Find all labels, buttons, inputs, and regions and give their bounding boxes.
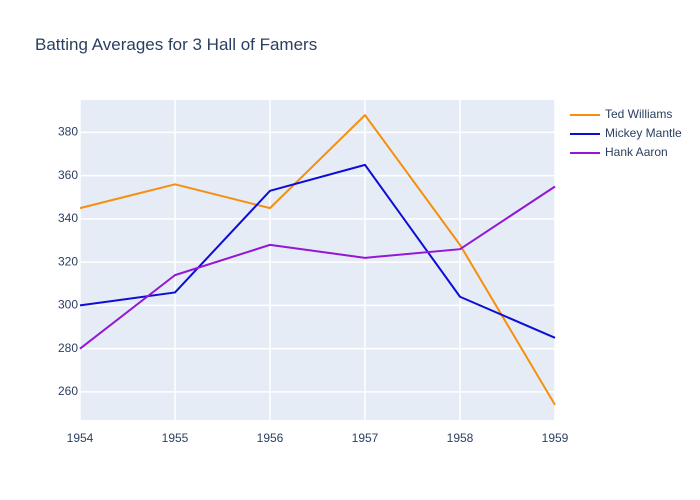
x-tick-label: 1959 — [542, 431, 569, 445]
legend-label: Mickey Mantle — [605, 126, 682, 140]
legend-item[interactable]: Ted Williams — [570, 107, 672, 121]
series-line — [79, 114, 556, 406]
y-axis-ticks: 260 280 300 320 340 360 380 — [58, 125, 78, 398]
y-tick-label: 300 — [58, 298, 78, 312]
y-tick-label: 340 — [58, 211, 78, 225]
gridlines — [79, 100, 556, 420]
x-axis-ticks: 1954 1955 1956 1957 1958 1959 — [67, 431, 569, 445]
legend-item[interactable]: Hank Aaron — [570, 145, 668, 159]
x-tick-label: 1958 — [447, 431, 474, 445]
legend-label: Hank Aaron — [605, 145, 668, 159]
y-tick-label: 280 — [58, 341, 78, 355]
series-line — [79, 163, 556, 339]
x-tick-label: 1955 — [162, 431, 189, 445]
series-line — [79, 185, 556, 350]
y-tick-label: 380 — [58, 125, 78, 139]
x-tick-label: 1954 — [67, 431, 94, 445]
legend[interactable]: Ted Williams Mickey Mantle Hank Aaron — [570, 107, 682, 159]
chart-title: Batting Averages for 3 Hall of Famers — [35, 35, 317, 54]
legend-label: Ted Williams — [605, 107, 672, 121]
y-tick-label: 320 — [58, 254, 78, 268]
y-tick-label: 360 — [58, 168, 78, 182]
legend-item[interactable]: Mickey Mantle — [570, 126, 682, 140]
x-tick-label: 1957 — [352, 431, 379, 445]
y-tick-label: 260 — [58, 384, 78, 398]
x-tick-label: 1956 — [257, 431, 284, 445]
series-layer — [79, 114, 556, 406]
plot-area — [80, 100, 555, 420]
